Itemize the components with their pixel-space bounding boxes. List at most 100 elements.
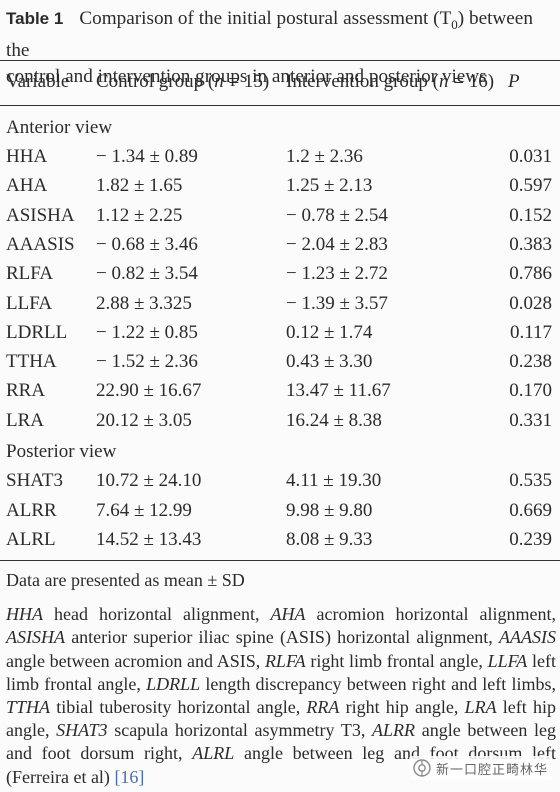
cell-variable: AHA [6,175,48,197]
cell-p-value: 0.117 [509,321,552,343]
cell-intervention: 16.24 ± 8.38 [286,409,382,431]
watermark: 新一口腔正畸林华 [408,756,552,780]
cell-intervention: 0.12 ± 1.74 [286,321,373,343]
cell-variable: ALRR [6,499,57,521]
watermark-text: 新一口腔正畸林华 [435,762,548,778]
abbr-term: AAASIS [499,627,556,648]
abbr-definition: scapula horizontal asymmetry T3, [107,720,373,741]
table-row: ALRL 14.52 ± 13.43 8.08 ± 9.33 0.239 [0,527,560,553]
table-row: RLFA − 0.82 ± 3.54 − 1.23 ± 2.72 0.786 [0,261,560,287]
table-row: HHA − 1.34 ± 0.89 1.2 ± 2.36 0.031 [0,144,560,170]
cell-p-value: 0.786 [509,263,552,285]
table-row: LDRLL − 1.22 ± 0.85 0.12 ± 1.74 0.117 [0,320,560,346]
abbr-term: TTHA [6,697,51,718]
table-notes: Data are presented as mean ± SD HHA head… [6,569,556,789]
cell-variable: ALRL [6,529,56,550]
cell-variable: AAASIS [6,233,75,255]
abbr-definition: acromion horizontal alignment, [305,604,557,625]
caption-line-1-end: ) between the [6,8,533,61]
abbr-term: ALRL [192,743,235,764]
note-abbreviations: HHA head horizontal alignment, AHA acrom… [6,603,556,789]
header-variable: Variable [6,71,70,92]
cell-control: 7.64 ± 12.99 [96,499,192,521]
table-row: TTHA − 1.52 ± 2.36 0.43 ± 3.30 0.238 [0,349,560,375]
table-row: LRA 20.12 ± 3.05 16.24 ± 8.38 0.331 [0,408,560,434]
table-label: Table 1 [6,9,64,28]
table-row: AAASIS − 0.68 ± 3.46 − 2.04 ± 2.83 0.383 [0,232,560,258]
cell-control: − 1.22 ± 0.85 [96,321,198,343]
table-row: AHA 1.82 ± 1.65 1.25 ± 2.13 0.597 [0,173,560,199]
cell-variable: SHAT3 [6,470,64,491]
cell-intervention: 9.98 ± 9.80 [286,499,373,521]
header-p-value: P [508,71,520,92]
cell-variable: LRA [6,409,44,431]
header-control-group: Control group (n = 15) [96,71,270,92]
table-row: ALRR 7.64 ± 12.99 9.98 ± 9.80 0.669 [0,498,560,524]
abbr-term: LLFA [487,650,528,671]
reference-link[interactable]: [16] [114,766,145,787]
cell-variable: ASISHA [6,204,75,226]
abbr-term: RLFA [264,650,306,671]
cell-p-value: 0.152 [509,204,552,226]
abbr-definition: anterior superior iliac spine (ASIS) hor… [64,627,500,648]
cell-control: 1.82 ± 1.65 [96,175,183,197]
cell-p-value: 0.238 [509,351,552,373]
table-row: ASISHA 1.12 ± 2.25 − 0.78 ± 2.54 0.152 [0,203,560,229]
abbr-definition: right hip angle, [339,697,465,718]
abbr-term: ASISHA [6,627,65,648]
cell-intervention: 1.25 ± 2.13 [286,175,373,197]
cell-intervention: − 2.04 ± 2.83 [286,233,388,255]
cell-intervention: − 1.23 ± 2.72 [286,263,388,285]
abbr-definition: right limb frontal angle, [305,650,488,671]
abbr-definition: tibial tuberosity horizontal angle, [50,697,307,718]
cell-variable: TTHA [6,351,57,373]
table-top-rule [0,60,560,61]
cell-variable: LLFA [6,292,53,314]
cell-variable: RRA [6,380,46,402]
table-header-row: Variable Control group (n = 15) Interven… [0,69,560,95]
cell-p-value: 0.383 [509,233,552,255]
cell-p-value: 0.170 [509,380,552,402]
cell-control: − 1.52 ± 2.36 [96,351,198,373]
cell-intervention: 1.2 ± 2.36 [286,146,363,167]
cell-control: 2.88 ± 3.325 [96,292,192,314]
cell-control: 10.72 ± 24.10 [96,470,202,491]
abbr-definition: left limb frontal angle, [6,650,556,694]
cell-intervention: 8.08 ± 9.33 [286,529,373,550]
section-posterior-view: Posterior view [6,441,117,462]
abbr-definition: head horizontal alignment, [43,604,271,625]
cell-control: 20.12 ± 3.05 [96,409,192,431]
caption-line-2: control and intervention groups in anter… [6,65,487,87]
cell-intervention: − 1.39 ± 3.57 [286,292,388,314]
cell-p-value: 0.669 [509,499,552,521]
cell-p-value: 0.031 [509,146,552,167]
table-header-rule [0,105,560,106]
cell-variable: RLFA [6,263,54,285]
cell-control: − 0.68 ± 3.46 [96,233,198,255]
cell-p-value: 0.331 [509,409,552,431]
abbr-term: AHA [270,604,306,625]
table-row: SHAT3 10.72 ± 24.10 4.11 ± 19.30 0.535 [0,468,560,494]
section-anterior-view: Anterior view [6,117,113,138]
cell-variable: HHA [6,146,48,167]
abbr-definition: angle between leg and foot dorsum right, [6,720,557,764]
caption-subscript: 0 [451,16,458,32]
table-bottom-rule [0,560,560,561]
abbr-term: SHAT3 [56,720,108,741]
caption-line-1: Comparison of the initial postural asses… [79,8,452,29]
cell-p-value: 0.239 [509,529,552,550]
abbr-definition: angle between acromion and ASIS, [6,650,265,671]
cell-intervention: 13.47 ± 11.67 [286,380,391,402]
cell-p-value: 0.535 [509,470,552,491]
cell-control: − 0.82 ± 3.54 [96,263,198,285]
abbr-definition: length discrepancy between right and lef… [200,673,556,694]
cell-p-value: 0.028 [509,292,552,314]
table-row: RRA 22.90 ± 16.67 13.47 ± 11.67 0.170 [0,378,560,404]
abbr-definition: left hip angle, [6,697,556,741]
cell-intervention: 0.43 ± 3.30 [286,351,373,373]
abbr-term: LRA [464,697,497,718]
header-intervention-group: Intervention group (n = 16) [286,71,495,92]
abbr-term: HHA [6,604,43,625]
abbr-term: RRA [306,697,340,718]
